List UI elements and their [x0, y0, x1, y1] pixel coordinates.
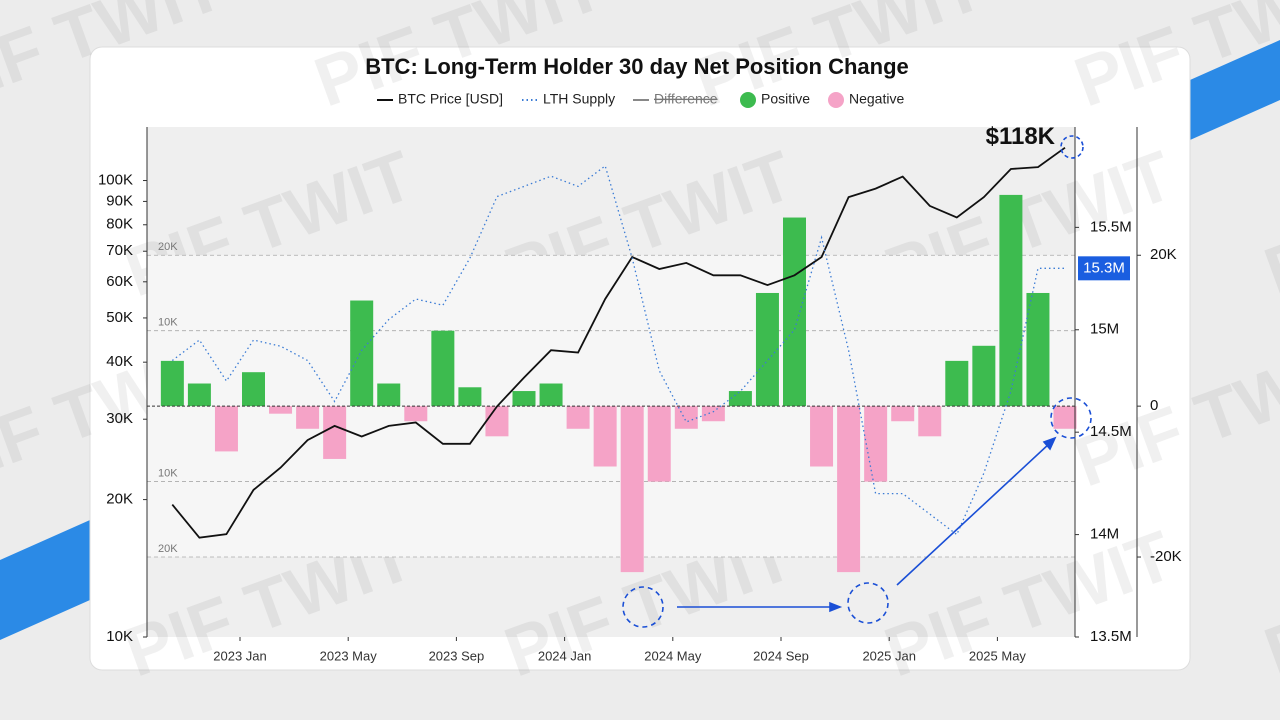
bar	[485, 406, 509, 437]
y-tick-label: 100K	[98, 171, 133, 188]
value-badge	[1078, 256, 1130, 281]
value-badge-label: 15.3M	[1083, 259, 1125, 276]
bar	[864, 406, 888, 482]
legend-swatch	[740, 92, 756, 108]
bar	[377, 383, 401, 407]
plot: PIF TWIT@AxelAdlerJrCryptoQuant20K10K10K…	[98, 91, 1182, 664]
bar	[593, 406, 617, 467]
legend-label: Negative	[849, 91, 904, 107]
y3-tick-label: 20K	[1150, 246, 1177, 263]
x-tick-label: 2023 May	[320, 648, 378, 663]
x-tick-label: 2023 Sep	[429, 648, 485, 663]
legend-label: Difference	[654, 91, 718, 107]
y-tick-label: 40K	[106, 353, 133, 370]
bar	[647, 406, 671, 482]
stripe	[1190, 40, 1280, 140]
arrow	[896, 442, 1051, 586]
bar	[242, 372, 265, 407]
x-tick-label: 2024 Sep	[753, 648, 809, 663]
highlight-circle	[1050, 397, 1092, 439]
y-tick-label: 20K	[106, 491, 133, 508]
grid-label: 10K	[158, 467, 178, 479]
bar	[728, 391, 752, 407]
y2-tick-label: 15M	[1090, 321, 1119, 338]
y2-tick-label: 15.5M	[1090, 218, 1132, 235]
bar	[1026, 292, 1050, 407]
y-tick-label: 80K	[106, 216, 133, 233]
highlight-circle	[1060, 135, 1084, 159]
background-watermark: PIF TWIT	[1255, 516, 1280, 692]
y-tick-label: 60K	[106, 273, 133, 290]
y2-tick-label: 14.5M	[1090, 423, 1132, 440]
arrow-head	[1042, 436, 1057, 451]
y-tick-label: 10K	[106, 628, 133, 645]
y-tick-label: 90K	[106, 192, 133, 209]
bar	[350, 300, 374, 407]
y2-tick-label: 14M	[1090, 526, 1119, 543]
highlights	[622, 135, 1092, 628]
y2-tick-label: 13.5M	[1090, 628, 1132, 645]
bar	[891, 406, 915, 422]
y-tick-label: 30K	[106, 410, 133, 427]
highlight-circle	[622, 586, 664, 628]
bar	[755, 292, 779, 407]
x-tick-label: 2024 Jan	[538, 648, 592, 663]
bar	[512, 391, 536, 407]
bar	[783, 217, 806, 407]
bar	[1053, 406, 1077, 429]
bar	[999, 194, 1023, 407]
legend-label: LTH Supply	[543, 91, 615, 107]
bar	[214, 406, 238, 452]
grid-label: 20K	[158, 241, 178, 253]
legend-label: Positive	[761, 91, 810, 107]
bar	[187, 383, 211, 407]
x-tick-label: 2025 Jan	[862, 648, 916, 663]
grid-label: 10K	[158, 317, 178, 329]
y3-tick-label: -20K	[1150, 548, 1182, 565]
background-watermark: PIF TWIT	[1255, 136, 1280, 312]
bar	[620, 406, 644, 573]
bar	[810, 406, 834, 467]
y-tick-label: 70K	[106, 242, 133, 259]
y-tick-label: 50K	[106, 309, 133, 326]
highlight-circle	[847, 582, 889, 624]
bar	[674, 406, 698, 429]
bar	[972, 345, 996, 407]
chart-title: BTC: Long-Term Holder 30 day Net Positio…	[365, 54, 909, 79]
grid-label: 20K	[158, 543, 178, 555]
bar	[296, 406, 320, 429]
bar	[431, 330, 455, 407]
bar	[160, 360, 184, 407]
annotation: $118K	[986, 123, 1056, 150]
bar	[539, 383, 563, 407]
bar	[701, 406, 725, 422]
line-supply	[171, 164, 1065, 536]
bar	[458, 387, 482, 407]
arrow-head	[829, 601, 843, 613]
bar	[918, 406, 942, 437]
x-tick-label: 2025 May	[969, 648, 1027, 663]
legend-swatch	[828, 92, 844, 108]
bar	[404, 406, 428, 422]
bar	[269, 406, 293, 414]
y3-tick-label: 0	[1150, 397, 1158, 414]
stripe	[0, 520, 90, 640]
x-tick-label: 2024 May	[644, 648, 702, 663]
x-tick-label: 2023 Jan	[213, 648, 267, 663]
legend-label: BTC Price [USD]	[398, 91, 503, 107]
bar	[837, 406, 861, 573]
bar	[323, 406, 347, 459]
bar	[945, 360, 969, 407]
bar	[566, 406, 590, 429]
line-price	[171, 146, 1066, 539]
